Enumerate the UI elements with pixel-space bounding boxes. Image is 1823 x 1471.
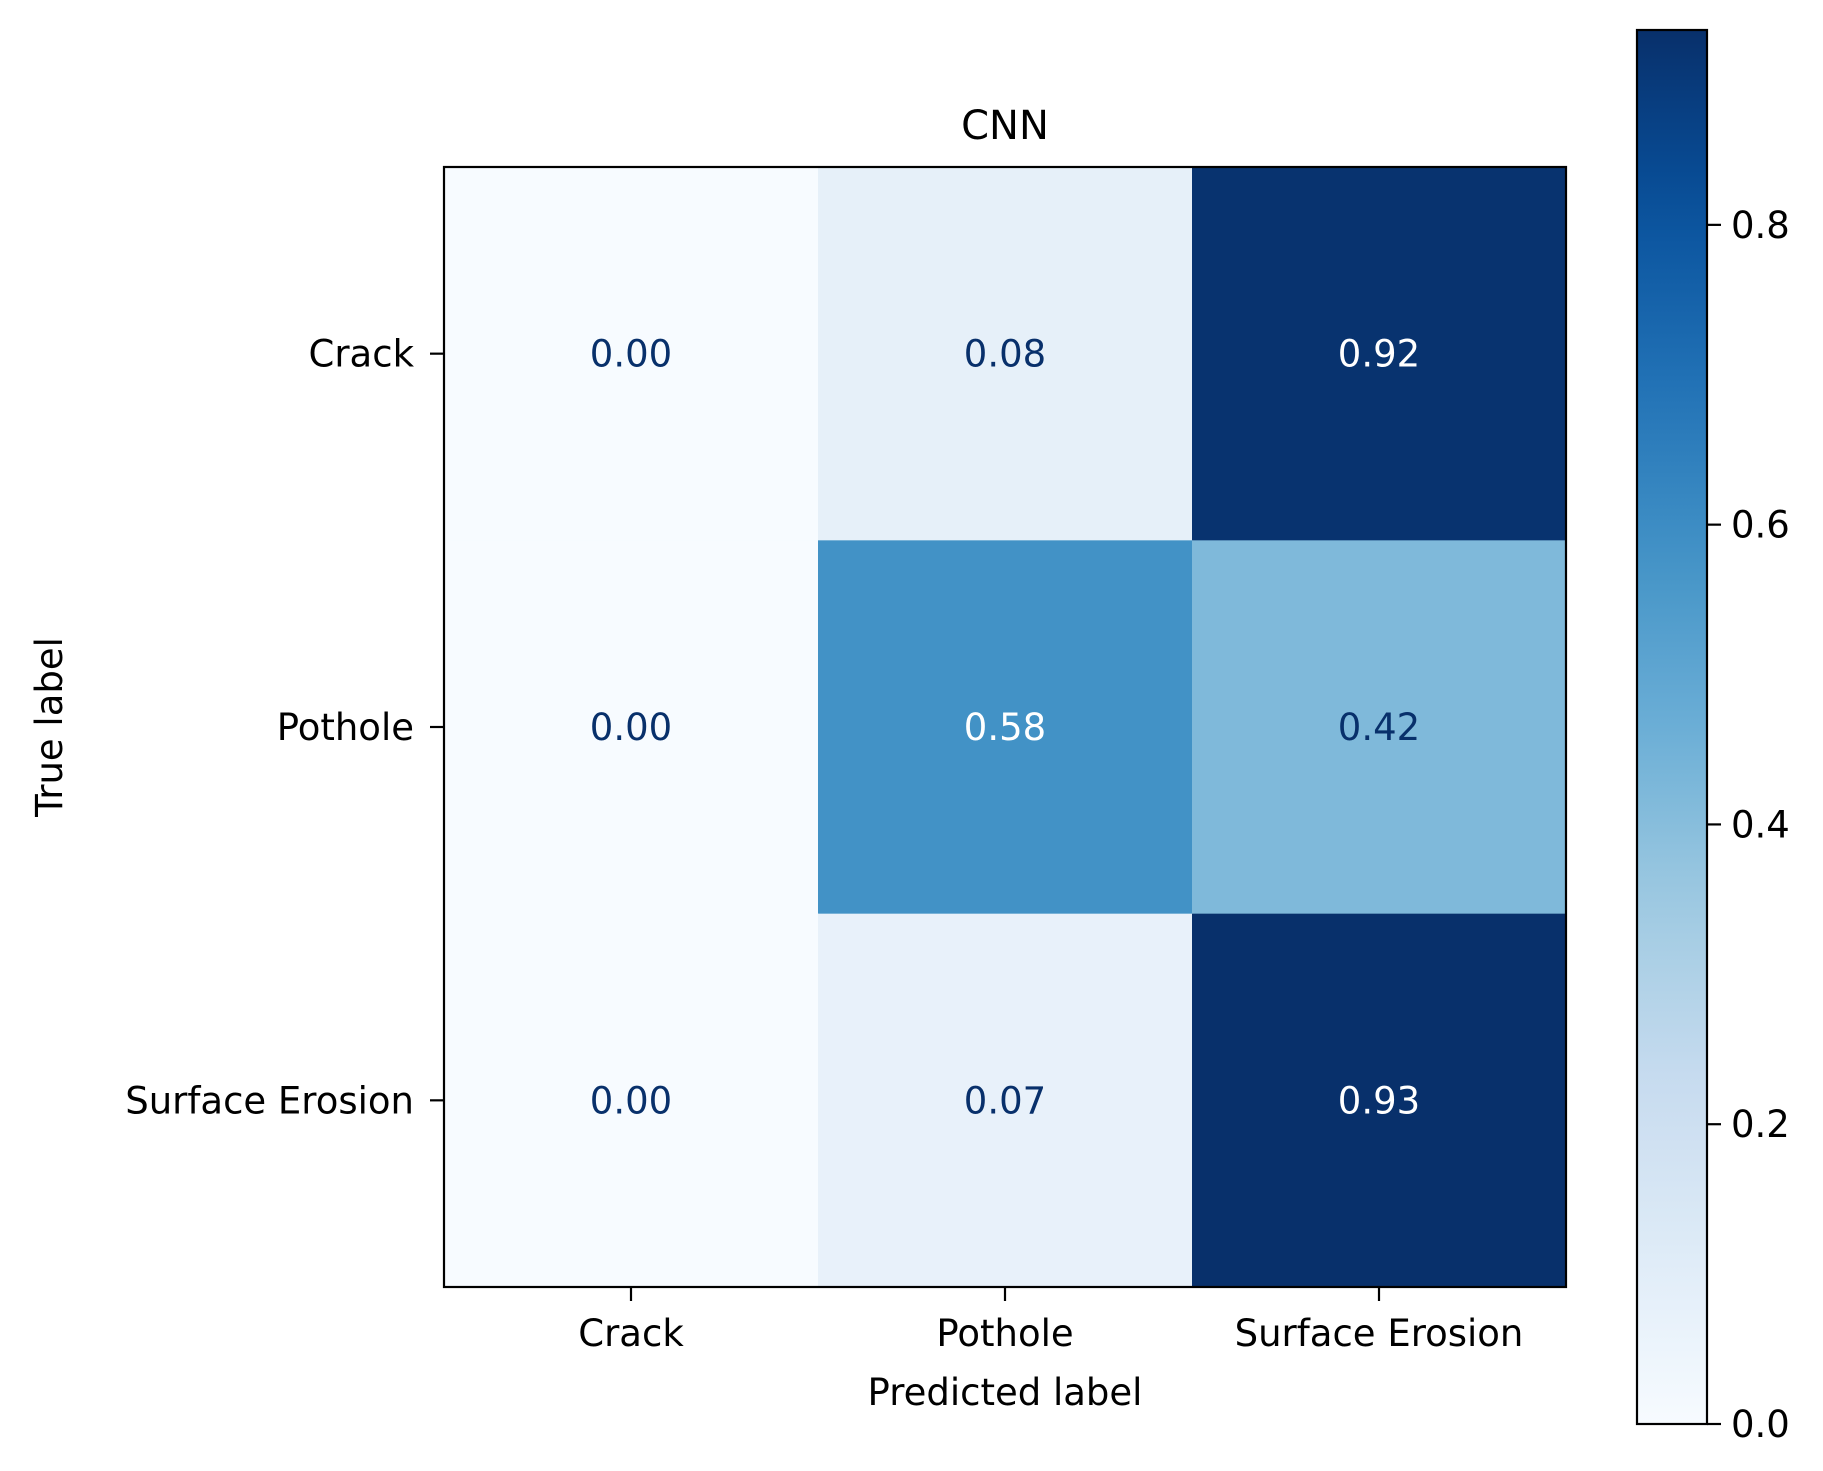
heatmap-cells: 0.00 0.08 0.92 0.00 0.58 0.42 0.00 0.07 0.93	[444, 167, 1567, 1288]
colorbar-tick-label: 0.0	[1731, 1403, 1790, 1446]
cell-value-label: 0.92	[1338, 333, 1420, 376]
x-axis-label: Predicted label	[868, 1371, 1143, 1414]
cell-value-label: 0.93	[1338, 1079, 1420, 1122]
y-axis: Crack Pothole Surface Erosion	[125, 333, 444, 1122]
heatmap-cell	[818, 540, 1193, 915]
cell-value-label: 0.58	[964, 706, 1046, 749]
heatmap-cell	[1192, 167, 1567, 541]
y-tick-label: Crack	[309, 333, 415, 376]
cell-value-label: 0.00	[590, 333, 672, 376]
cell-value-label: 0.00	[590, 1079, 672, 1122]
cell-value-label: 0.07	[964, 1079, 1046, 1122]
cell-value-label: 0.00	[590, 706, 672, 749]
heatmap-cell	[444, 167, 819, 541]
y-tick-label: Surface Erosion	[125, 1079, 414, 1122]
x-axis: Crack Pothole Surface Erosion	[578, 1287, 1523, 1355]
cell-value-label: 0.08	[964, 333, 1046, 376]
colorbar-tick-label: 0.6	[1731, 504, 1790, 547]
heatmap-cell	[818, 913, 1193, 1288]
heatmap-cell	[444, 540, 819, 915]
colorbar-tick-label: 0.4	[1731, 803, 1790, 846]
heatmap-cell	[1192, 540, 1567, 915]
colorbar-frame	[1635, 28, 1709, 1426]
colorbar-tick-label: 0.8	[1731, 204, 1790, 247]
chart-title: CNN	[961, 103, 1049, 149]
colorbar-axis: 0.0 0.2 0.4 0.6 0.8	[1707, 204, 1790, 1446]
heatmap-cell	[444, 913, 819, 1288]
x-tick-label: Pothole	[936, 1312, 1073, 1355]
y-axis-label: True label	[28, 637, 71, 818]
colorbar-tick-label: 0.2	[1731, 1103, 1790, 1146]
cell-value-label: 0.42	[1338, 706, 1420, 749]
y-tick-label: Pothole	[277, 706, 414, 749]
colorbar-gradient	[1637, 30, 1707, 1424]
x-tick-label: Crack	[578, 1312, 684, 1355]
heatmap-cell	[818, 167, 1193, 541]
heatmap-cell	[1192, 913, 1567, 1288]
x-tick-label: Surface Erosion	[1235, 1312, 1524, 1355]
